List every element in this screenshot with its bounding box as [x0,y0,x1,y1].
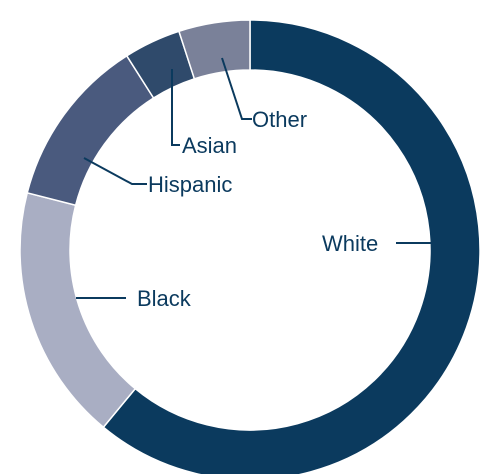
slice-label-hispanic: Hispanic [148,172,232,197]
slice-label-asian: Asian [182,133,237,158]
slice-hispanic [26,54,155,207]
slice-label-white: White [322,231,378,256]
donut-slices [19,19,481,474]
leader-line-asian [171,69,180,146]
leader-line-hispanic [83,157,147,185]
slice-label-black: Black [137,286,192,311]
slice-other [177,19,251,80]
leader-line-other [221,57,252,120]
slice-black [19,191,137,429]
slice-label-other: Other [252,107,307,132]
slice-white [102,19,481,474]
